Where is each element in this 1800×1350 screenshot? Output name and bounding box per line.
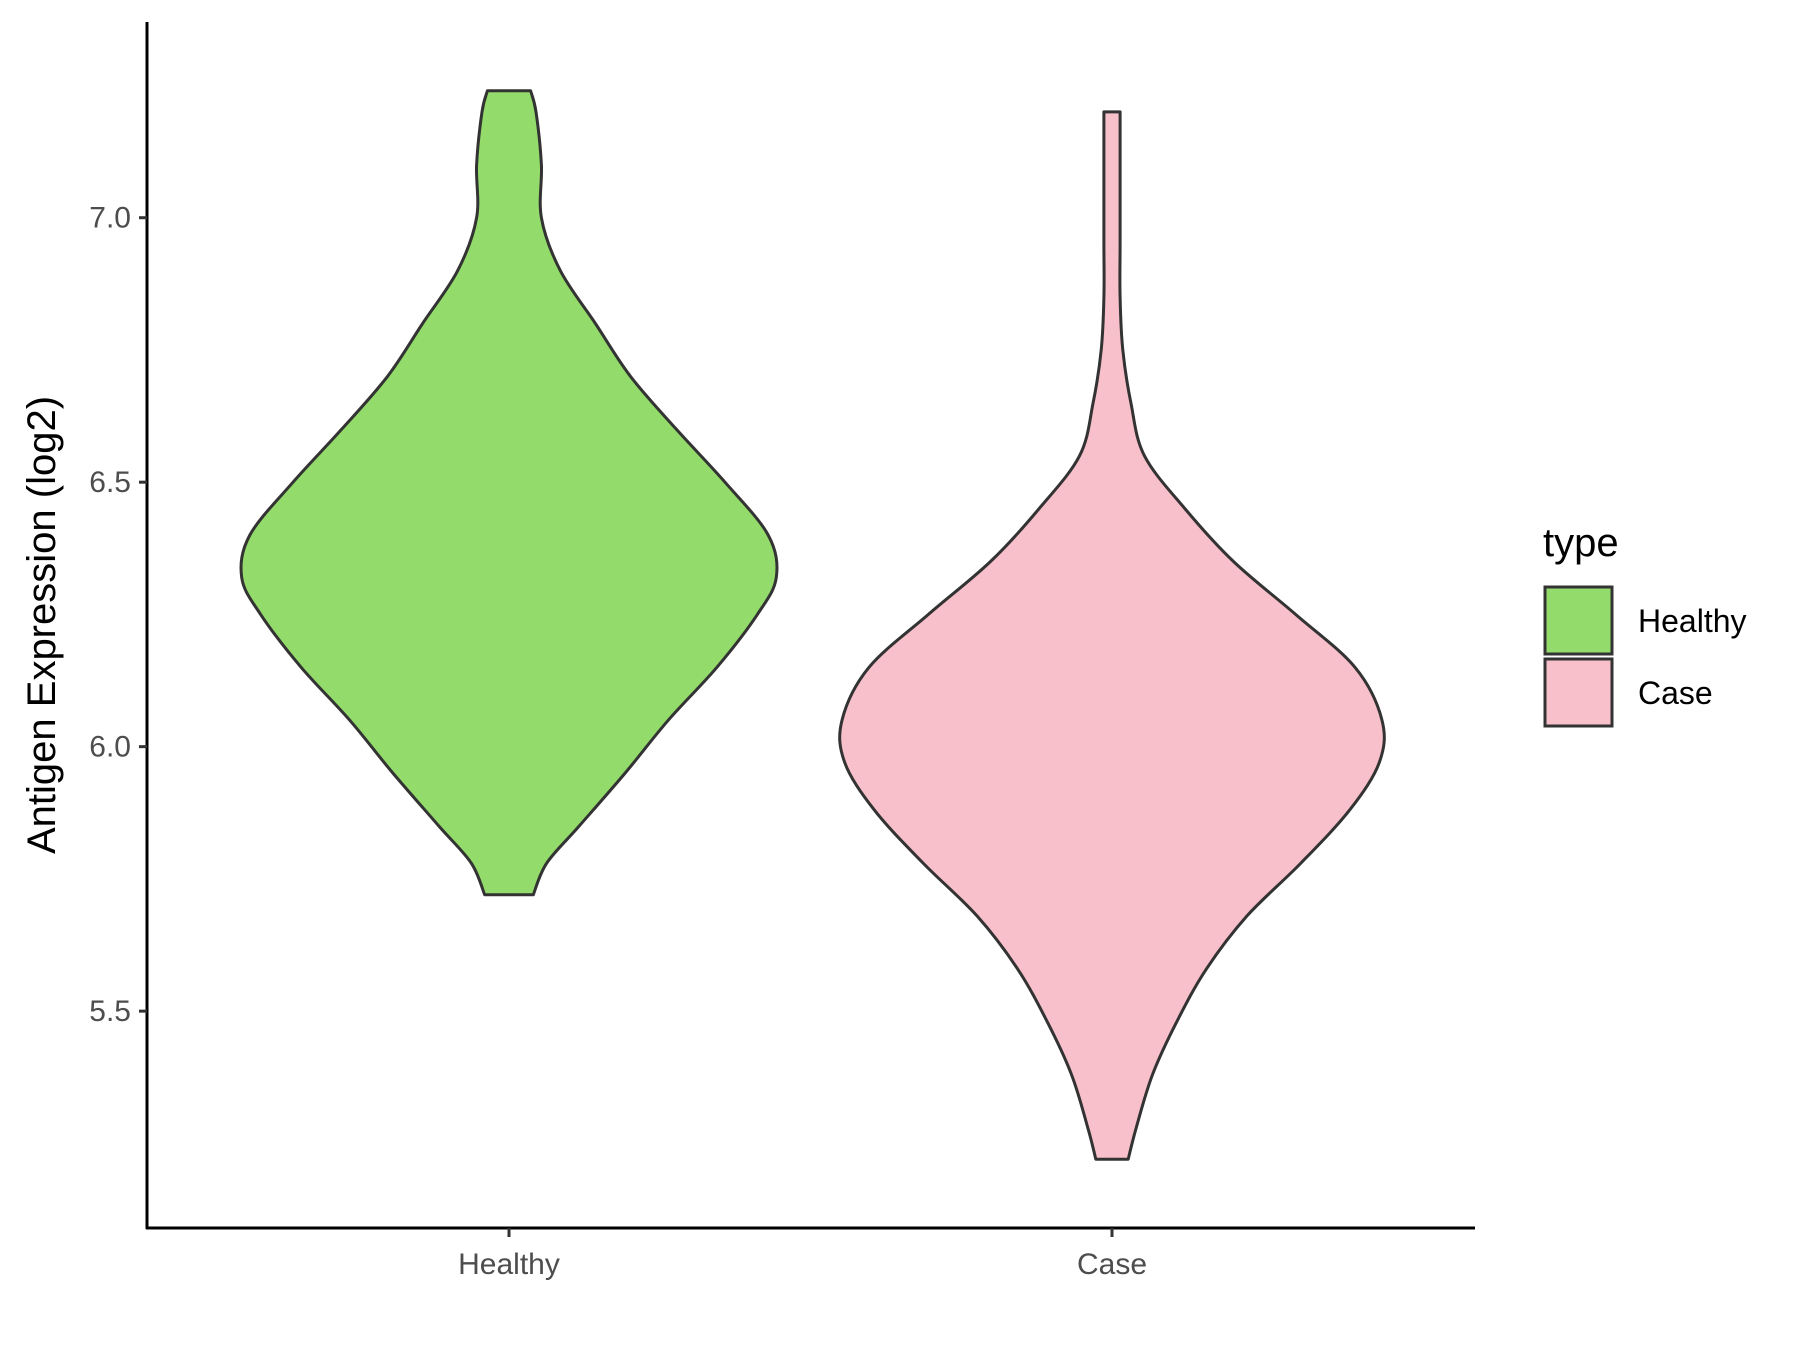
legend-swatch-case bbox=[1543, 657, 1614, 728]
y-tick-label: 6.5 bbox=[89, 466, 131, 499]
y-tick-label: 7.0 bbox=[89, 202, 131, 235]
legend-title: type bbox=[1543, 521, 1619, 565]
legend-label-healthy: Healthy bbox=[1638, 603, 1747, 639]
violin-healthy bbox=[239, 89, 779, 897]
y-tick-label: 5.5 bbox=[89, 995, 131, 1028]
y-ticks: 5.5 6.0 6.5 7.0 bbox=[89, 202, 147, 1028]
legend-entries: Healthy Case bbox=[1543, 585, 1747, 728]
violin-layer bbox=[239, 89, 1386, 1161]
x-ticks: Healthy Case bbox=[458, 1228, 1147, 1281]
y-axis-title: Antigen Expression (log2) bbox=[20, 396, 64, 854]
legend: type Healthy Case bbox=[1543, 521, 1747, 728]
legend-swatch-healthy bbox=[1543, 585, 1614, 656]
violin-case bbox=[838, 110, 1386, 1161]
x-tick-label: Case bbox=[1077, 1248, 1147, 1281]
legend-label-case: Case bbox=[1638, 675, 1713, 711]
x-tick-label: Healthy bbox=[458, 1248, 560, 1281]
y-tick-label: 6.0 bbox=[89, 731, 131, 764]
